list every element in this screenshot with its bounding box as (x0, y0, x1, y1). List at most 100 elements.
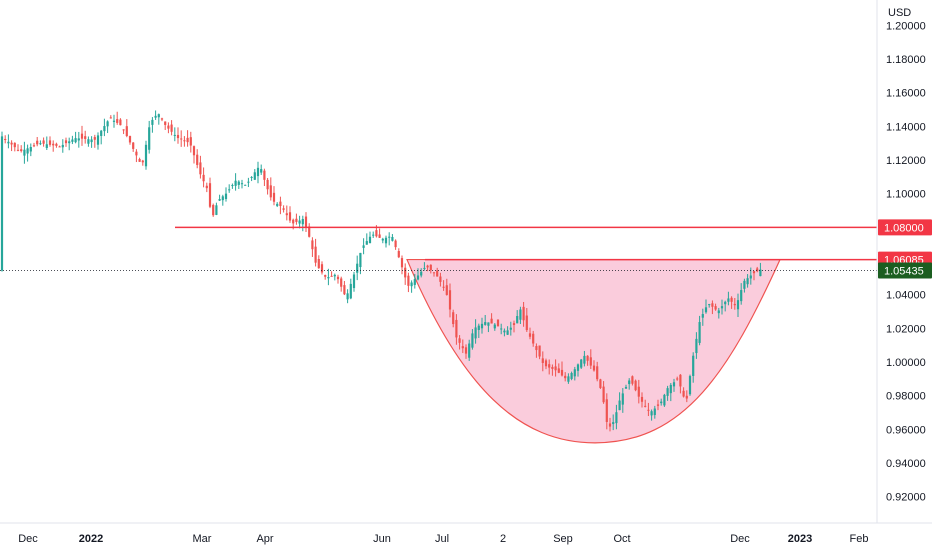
candle (119, 118, 122, 126)
candle (215, 202, 218, 216)
candle (480, 317, 484, 334)
candle (205, 182, 208, 193)
candle (109, 115, 112, 119)
candle (490, 313, 493, 324)
candle (74, 131, 77, 144)
candle (55, 142, 58, 148)
candle (231, 183, 234, 189)
candle (727, 291, 730, 306)
candle (730, 296, 733, 309)
candle (103, 118, 106, 137)
candle (404, 263, 407, 285)
y-tick-label: 0.98000 (886, 391, 926, 403)
candle (487, 322, 490, 333)
candle (208, 177, 212, 209)
candle (432, 272, 436, 277)
y-tick-label: 0.96000 (886, 424, 926, 436)
candle (532, 330, 535, 347)
candle (701, 308, 704, 326)
candle (599, 378, 602, 390)
x-tick-label: Dec (18, 533, 38, 545)
candle (64, 137, 68, 147)
candle (410, 280, 413, 293)
candle (333, 273, 336, 281)
candle (698, 315, 701, 346)
candle (176, 127, 180, 144)
candle (596, 361, 599, 382)
candle (240, 179, 244, 189)
candle (285, 205, 288, 221)
candle (58, 145, 61, 148)
candle (580, 358, 583, 370)
candle (692, 352, 695, 383)
candle (199, 155, 202, 179)
candle (644, 399, 647, 408)
candle (7, 134, 10, 149)
candle (247, 177, 250, 188)
y-tick-label: 0.92000 (886, 492, 926, 504)
candle (512, 320, 516, 333)
candle (378, 228, 381, 239)
candle (138, 157, 141, 162)
candle (589, 349, 592, 370)
candle (445, 278, 448, 296)
candle (752, 270, 756, 281)
candle (180, 130, 183, 147)
candle (528, 327, 532, 340)
candle (61, 139, 64, 153)
candle (509, 321, 512, 336)
candle (647, 402, 650, 417)
candle (477, 323, 480, 338)
candle (740, 283, 743, 305)
candle (151, 117, 154, 133)
price-tag: 1.05435 (878, 262, 932, 279)
candle (269, 177, 272, 201)
candle (301, 215, 304, 232)
candle (183, 136, 186, 147)
candle (640, 392, 644, 408)
candle (224, 187, 228, 202)
y-tick-label: 1.00000 (886, 357, 926, 369)
candle (413, 273, 416, 289)
candle (672, 378, 676, 392)
candle (48, 136, 52, 147)
currency-label: USD (888, 7, 911, 19)
candle (615, 404, 618, 430)
candle (100, 129, 103, 145)
candle (324, 274, 327, 280)
candle (714, 303, 717, 311)
candle (631, 375, 634, 386)
candle (708, 303, 711, 308)
price-tag: 1.08000 (878, 219, 932, 236)
candle (26, 144, 29, 162)
candle (202, 167, 205, 188)
candle (122, 129, 125, 135)
candle (535, 343, 538, 358)
y-tick-label: 1.18000 (886, 54, 926, 66)
candle (298, 215, 301, 229)
candle (314, 238, 317, 267)
candle (496, 319, 500, 327)
candle (71, 135, 74, 145)
candle (212, 203, 215, 217)
candle (148, 120, 151, 154)
candle (618, 392, 621, 411)
candle (77, 131, 80, 148)
candle (557, 363, 560, 374)
candle (356, 255, 359, 281)
candle (544, 358, 548, 370)
candle (164, 121, 167, 130)
candle (327, 268, 330, 286)
candle (567, 373, 570, 384)
candle (746, 274, 749, 288)
candle (311, 237, 314, 257)
candle (605, 393, 608, 430)
candle (157, 113, 160, 125)
candle (42, 137, 45, 147)
candle (717, 307, 720, 319)
x-tick-label: Sep (553, 533, 573, 545)
candle (391, 234, 394, 242)
